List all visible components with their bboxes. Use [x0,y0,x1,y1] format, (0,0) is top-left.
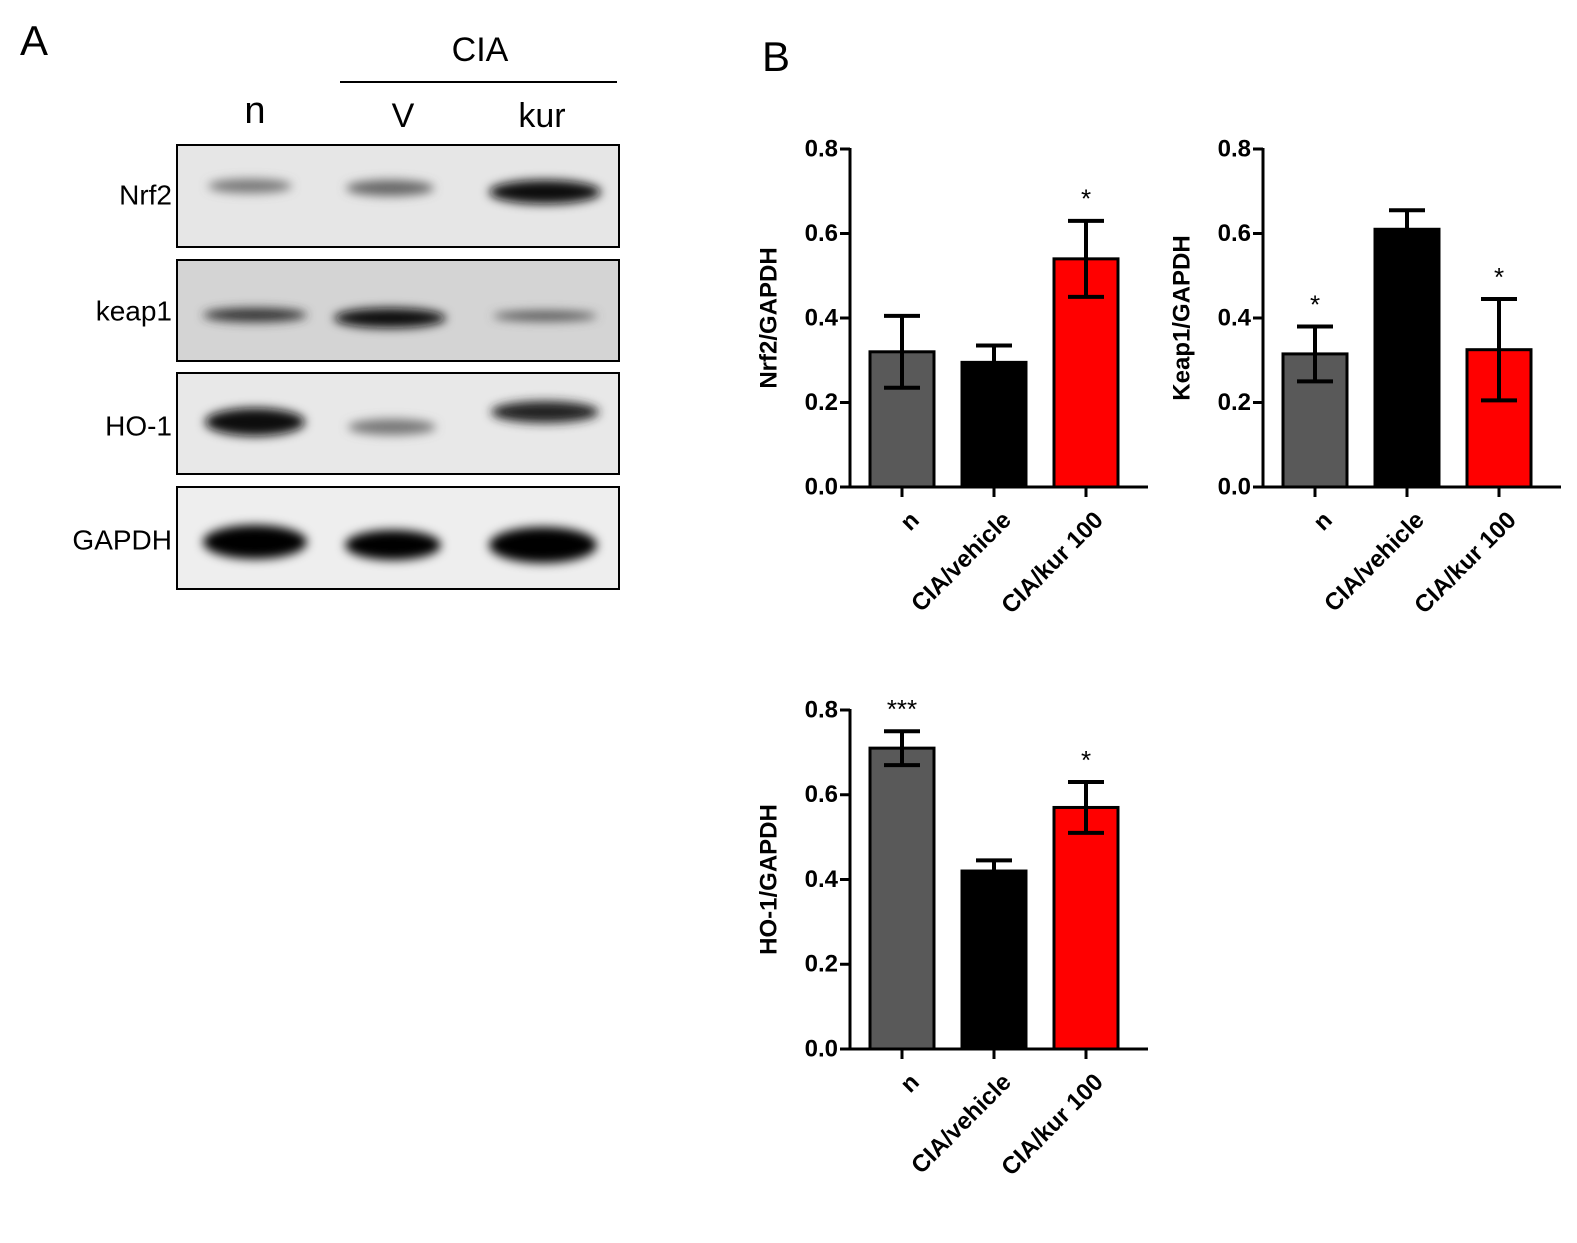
row-label: HO-1 [105,410,172,441]
group-label: CIA [452,31,509,69]
y-tick-label: 0.0 [805,473,838,500]
error-bar [884,729,920,768]
bar [1373,227,1441,489]
y-axis-label: Keap1/GAPDH [1168,235,1195,400]
x-tick-label: n [1308,507,1337,536]
y-tick-label: 0.8 [1218,135,1251,162]
bar [868,746,936,1051]
lane-label: V [392,97,415,135]
significance: * [1494,262,1504,292]
significance: *** [887,694,917,724]
y-tick-label: 0.0 [805,1035,838,1062]
y-tick-label: 0.4 [805,866,839,893]
y-tick-label: 0.2 [805,389,838,416]
significance: * [1081,745,1091,775]
y-axis-label: HO-1/GAPDH [755,804,782,955]
bar [1281,352,1349,489]
error-bar [976,343,1012,382]
y-tick-label: 0.0 [1218,473,1251,500]
error-bar [1389,208,1425,251]
bar [960,869,1028,1051]
y-tick-label: 0.4 [1218,304,1252,331]
row-label: Nrf2 [119,179,172,210]
y-tick-label: 0.4 [805,304,839,331]
y-axis-label: Nrf2/GAPDH [755,247,782,388]
x-tick-label: n [895,507,924,536]
y-tick-label: 0.8 [805,135,838,162]
y-tick-label: 0.6 [1218,220,1251,247]
y-tick-label: 0.8 [805,696,838,723]
error-bar [884,313,920,390]
row-label: keap1 [96,295,172,326]
significance: * [1310,289,1320,319]
error-bar [1481,296,1517,403]
panel-label: A [20,17,48,64]
bar [960,360,1028,489]
y-tick-label: 0.6 [805,781,838,808]
row-label: GAPDH [72,524,172,555]
y-tick-label: 0.6 [805,220,838,247]
y-tick-label: 0.2 [1218,389,1251,416]
panel-label: B [762,33,790,80]
lane-label: kur [518,97,565,135]
significance: * [1081,184,1091,214]
bar [1052,805,1120,1051]
error-bar [976,858,1012,884]
x-tick-label: n [895,1069,924,1098]
y-tick-label: 0.2 [805,951,838,978]
lane-label: n [244,90,265,132]
blot [176,144,620,590]
error-bar [1068,780,1104,835]
error-bar [1297,324,1333,384]
error-bar [1068,218,1104,299]
bands [203,179,601,563]
